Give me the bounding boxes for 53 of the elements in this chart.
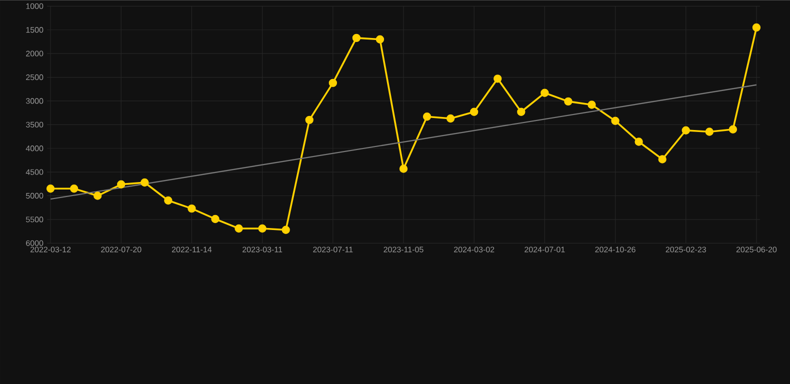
x-tick-label: 2023-11-05 — [384, 246, 424, 252]
point — [682, 126, 690, 134]
point — [705, 128, 714, 136]
point — [422, 112, 432, 121]
point — [46, 184, 55, 193]
point — [376, 35, 384, 44]
point — [258, 224, 266, 232]
y-tick-label: 5000 — [26, 192, 44, 199]
y-tick-label: 4000 — [26, 145, 44, 152]
point — [94, 192, 102, 200]
point — [470, 108, 478, 116]
y-tick-label: 1500 — [26, 26, 44, 33]
point — [494, 74, 502, 83]
point — [328, 78, 338, 87]
point — [234, 224, 243, 232]
point — [588, 100, 596, 109]
x-tick-label: 2024-07-01 — [524, 246, 565, 252]
point — [564, 97, 572, 106]
point — [188, 204, 196, 213]
point — [282, 226, 290, 234]
point — [352, 34, 361, 42]
x-tick-label: 2023-07-11 — [313, 246, 353, 252]
point — [446, 114, 455, 123]
point — [611, 116, 620, 125]
point — [752, 23, 761, 32]
point — [117, 180, 126, 188]
x-tick-label: 2022-11-14 — [172, 246, 212, 252]
x-tick-label: 2024-03-02 — [454, 246, 494, 252]
y-tick-label: 1000 — [26, 3, 44, 9]
x-tick-label: 2023-03-11 — [242, 246, 282, 252]
x-tick-label: 2024-10-26 — [595, 246, 636, 252]
point — [658, 155, 666, 164]
point — [540, 88, 549, 97]
y-tick-label: 3500 — [26, 122, 44, 128]
point — [728, 125, 738, 134]
point — [211, 214, 220, 224]
point — [399, 164, 408, 173]
x-tick-label: 2022-03-12 — [30, 246, 71, 252]
x-tick-label: 2025-06-20 — [736, 246, 777, 252]
y-tick-label: 4500 — [26, 169, 44, 175]
point — [164, 196, 172, 205]
point — [634, 138, 643, 146]
x-tick-label: 2022-07-20 — [101, 246, 142, 252]
y-tick-label: 2000 — [26, 50, 44, 56]
point — [517, 108, 526, 116]
y-tick-label: 5500 — [26, 216, 44, 222]
y-tick-label: 6000 — [26, 240, 44, 246]
y-tick-label: 3000 — [26, 98, 44, 104]
y-tick-label: 2500 — [26, 74, 44, 80]
point — [305, 116, 314, 124]
point — [140, 178, 149, 187]
point — [70, 184, 78, 193]
x-tick-label: 2025-02-23 — [666, 246, 706, 252]
